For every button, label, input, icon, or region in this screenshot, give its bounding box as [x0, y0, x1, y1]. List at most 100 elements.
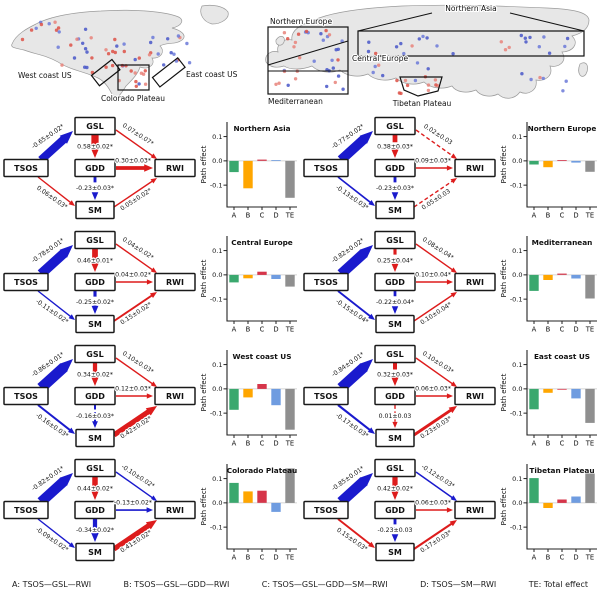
arrowhead-GDD-SM [391, 534, 399, 542]
bar-b [543, 160, 553, 168]
x-tick-label: D [273, 326, 278, 334]
edge-coefficient-label: -0.16±0.03* [76, 413, 114, 420]
x-tick-label: A [532, 212, 537, 220]
node-sm: SM [375, 200, 415, 220]
site-dot-red [29, 28, 34, 32]
node-gdd: GDD [74, 158, 116, 178]
site-dot-blue [286, 83, 290, 88]
site-dot-blue [172, 52, 176, 56]
x-tick-label: D [573, 554, 578, 562]
northern-asia-box [357, 30, 585, 57]
y-axis-label: Path effect [200, 259, 208, 297]
node-gsl: GSL [74, 458, 116, 478]
node-gsl: GSL [74, 116, 116, 136]
y-tick-label: -0.1 [510, 181, 523, 189]
site-dot-blue [373, 64, 377, 69]
legend-item-te: TE: Total effect [528, 580, 588, 589]
edge-GDD-SM [91, 519, 99, 542]
chart-title: Northern Europe [528, 124, 597, 133]
edge-TSOS-SM [337, 176, 375, 206]
arrowhead-GDD-RWI [146, 507, 153, 513]
site-markers-left [20, 20, 192, 89]
node-sm: SM [75, 428, 115, 448]
site-dot-blue [417, 37, 421, 41]
bar-d [271, 160, 281, 161]
west-coast-us-box [90, 58, 121, 87]
site-dot-red [89, 36, 93, 40]
edge-GDD-SM [392, 405, 398, 428]
northern-europe-label: Northern Europe [270, 17, 332, 26]
site-dot-blue [47, 22, 51, 26]
europe-diagonal-divider [267, 40, 349, 66]
edge-GSL-GDD [90, 477, 100, 500]
node-gsl: GSL [374, 116, 416, 136]
arrowhead-TSOS-SM [368, 541, 375, 548]
site-dot-red [274, 82, 278, 87]
site-dot-blue [341, 87, 345, 91]
site-dot-red [336, 58, 340, 62]
edge-TSOS-GSL [37, 359, 73, 392]
japan-landmass [578, 62, 588, 77]
x-tick-label: B [246, 212, 251, 220]
y-tick-label: -0.1 [210, 295, 223, 303]
node-label: TSOS [314, 392, 338, 401]
arrowhead-TSOS-GSL [59, 245, 73, 258]
site-dot-blue [537, 45, 541, 49]
site-dot-blue [451, 52, 455, 56]
edge-coefficient-label: 0.34±0.02* [77, 372, 113, 379]
site-dot-blue [371, 70, 375, 75]
panel-colorado-plateau: TSOS GSL GDD SM RWI -0.82±0.01* 0.44±0.02* -0.1… [0, 456, 300, 570]
path-legend: A: TSOS—GSL—RWI B: TSOS—GSL—GDD—RWI C: T… [0, 580, 600, 589]
mediterranean-label: Mediterranean [268, 97, 323, 106]
x-tick-label: D [573, 326, 578, 334]
node-tsos: TSOS [303, 386, 349, 406]
arrowhead-SM-RWI [449, 520, 457, 527]
node-label: SM [88, 548, 102, 557]
arrowhead-GDD-SM [91, 305, 99, 314]
panel-east-coast-us: TSOS GSL GDD SM RWI -0.84±0.01* 0.32±0.03* 0.10… [300, 342, 600, 456]
edge-SM-RWI [112, 520, 157, 552]
site-dot-red [106, 52, 111, 56]
bar-c [257, 384, 267, 389]
bar-b [543, 388, 553, 393]
site-dot-red [75, 37, 79, 41]
x-tick-label: B [546, 554, 551, 562]
y-tick-label: 0.1 [212, 247, 222, 255]
node-label: GDD [85, 164, 105, 173]
arrowhead-GDD-RWI [146, 279, 153, 285]
panels-grid: TSOS GSL GDD SM RWI -0.65±0.02* 0.58±0.02* 0.07… [0, 114, 600, 574]
site-dot-blue [563, 44, 567, 49]
y-tick-label: 0.1 [512, 247, 522, 255]
x-tick-label: TE [285, 212, 294, 220]
panel-tibetan-plateau: TSOS GSL GDD SM RWI -0.85±0.01* 0.42±0.02* -0.1… [300, 456, 600, 570]
x-tick-label: B [546, 440, 551, 448]
y-axis-label: Path effect [500, 145, 508, 183]
site-dot-red [503, 48, 508, 52]
edge-coefficient-label: 0.12±0.03* [115, 386, 151, 393]
uk-landmass [275, 36, 285, 46]
northern-asia-callout-right [509, 12, 585, 32]
site-dot-red [110, 63, 115, 68]
arrowhead-GSL-RWI [150, 267, 157, 273]
arrowhead-TSOS-SM [368, 200, 375, 206]
path-effect-bar-chart-northern-asia: 0.1 0.0 -0.1 A B C D TE Northern Asia Path effect [200, 122, 297, 220]
edge-TSOS-SM [37, 176, 75, 206]
x-tick-label: TE [585, 554, 594, 562]
site-dot-red [538, 75, 542, 80]
x-tick-label: TE [285, 554, 294, 562]
site-dot-red [129, 69, 133, 73]
site-dot-blue [81, 41, 85, 45]
site-dot-red [426, 88, 431, 93]
node-gdd: GDD [74, 386, 116, 406]
node-gsl: GSL [374, 458, 416, 478]
bar-c [257, 159, 267, 161]
tibetan-plateau-label: Tibetan Plateau [392, 99, 452, 108]
bar-c [557, 160, 567, 161]
x-tick-label: TE [585, 212, 594, 220]
site-dot-blue [529, 77, 533, 82]
bar-te [585, 274, 595, 299]
site-dot-blue [321, 38, 325, 42]
site-dot-red [433, 78, 438, 82]
